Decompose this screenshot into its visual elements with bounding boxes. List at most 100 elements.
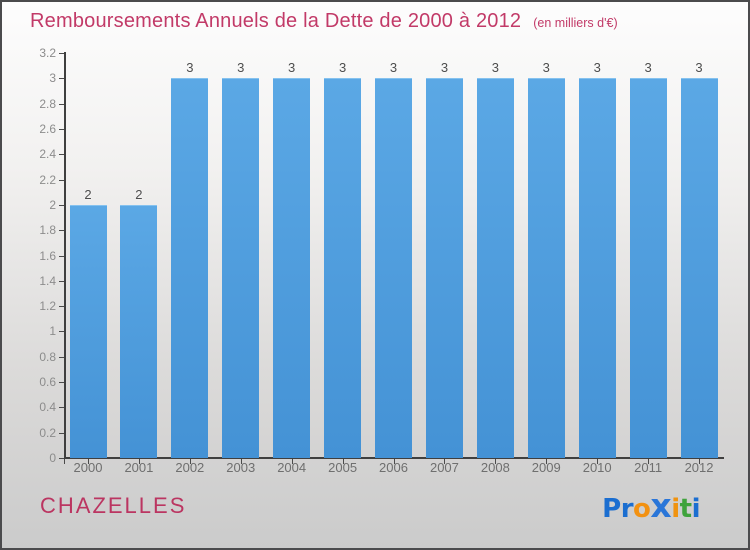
bar [680, 78, 718, 458]
x-tick [597, 459, 599, 464]
y-tick [59, 407, 64, 409]
bar-value-label: 3 [338, 60, 347, 76]
y-tick [59, 154, 64, 156]
chart-header: Remboursements Annuels de la Dette de 20… [30, 10, 738, 33]
bar [578, 78, 616, 458]
y-tick-label: 0.4 [39, 400, 56, 415]
bar [273, 78, 311, 458]
y-tick-label: 1.4 [39, 273, 56, 288]
bar [324, 78, 362, 458]
bar-value-label: 3 [695, 60, 703, 76]
y-tick-label: 0.2 [39, 425, 56, 440]
y-tick-label: 0.6 [39, 375, 56, 390]
y-tick [59, 204, 64, 206]
y-tick-label: 1.2 [39, 299, 56, 314]
y-tick-label: 2.4 [39, 147, 56, 162]
bar-value-label: 2 [84, 186, 92, 202]
bar [425, 78, 463, 458]
chart-subtitle: (en milliers d'€) [533, 16, 618, 30]
y-tick-label: 1 [49, 324, 56, 339]
bar [171, 78, 209, 458]
bar [222, 78, 260, 458]
bar [476, 78, 514, 458]
logo-letter: r [620, 494, 634, 524]
y-tick [59, 306, 64, 308]
x-tick-label: 2004 [277, 460, 307, 475]
bar [527, 78, 565, 458]
bar-value-label: 3 [237, 60, 245, 76]
x-tick-label: 2000 [73, 460, 103, 475]
x-tick [138, 459, 140, 464]
x-tick [240, 459, 242, 464]
x-tick-label: 2003 [226, 460, 256, 475]
y-tick [59, 53, 64, 54]
logo-letter: P [602, 494, 621, 524]
bar-value-label: 3 [542, 60, 550, 76]
x-tick [648, 459, 650, 464]
y-tick [59, 331, 64, 333]
x-tick-label: 2012 [684, 460, 714, 475]
bar [69, 204, 107, 458]
x-tick [546, 459, 548, 464]
x-tick [393, 459, 395, 464]
y-tick-label: 2.6 [39, 121, 56, 136]
y-tick-label: 1.8 [39, 223, 56, 238]
y-tick-label: 2.8 [39, 96, 56, 111]
x-tick [699, 459, 701, 464]
x-tick [495, 459, 497, 464]
x-axis-origin-tick [64, 459, 65, 464]
bar [375, 78, 413, 458]
y-tick [59, 356, 64, 358]
y-tick [59, 78, 64, 80]
y-tick [59, 230, 64, 232]
x-axis-line [64, 457, 724, 459]
logo-letter: x [650, 486, 672, 525]
y-tick-label: 0.8 [39, 349, 56, 364]
bar-value-label: 3 [491, 60, 499, 76]
x-tick-label: 2007 [429, 460, 459, 475]
y-tick [59, 128, 64, 130]
x-tick [291, 459, 293, 464]
bar-value-label: 3 [288, 60, 296, 76]
bar-value-label: 3 [440, 60, 449, 76]
bar-value-label: 3 [389, 60, 398, 76]
logo-letter: i [671, 494, 680, 524]
bar [120, 204, 158, 458]
x-tick [189, 459, 191, 464]
y-tick-label: 3.2 [39, 46, 56, 60]
bar-value-label: 3 [593, 60, 601, 76]
y-tick-label: 3 [49, 71, 56, 86]
x-tick-label: 2001 [124, 460, 154, 475]
y-tick [59, 382, 64, 384]
y-tick [59, 280, 64, 282]
y-tick [59, 432, 64, 434]
x-tick-label: 2005 [328, 460, 358, 475]
x-tick-label: 2011 [634, 460, 663, 475]
x-tick-label: 2008 [480, 460, 510, 475]
x-tick [444, 459, 446, 464]
x-tick-label: 2002 [175, 460, 205, 475]
y-tick-label: 2 [49, 197, 56, 212]
y-tick [59, 458, 64, 459]
logo-letter: i [691, 494, 701, 524]
logo-letter: t [679, 494, 692, 524]
entity-name: CHAZELLES [40, 493, 187, 518]
x-tick-label: 2006 [379, 460, 408, 475]
y-tick-label: 0 [49, 451, 56, 465]
x-tick [88, 459, 89, 464]
x-tick-label: 2009 [531, 460, 561, 475]
y-tick [59, 255, 64, 257]
bar-value-label: 2 [135, 186, 143, 202]
y-tick-label: 1.6 [39, 248, 56, 263]
x-tick [342, 459, 344, 464]
bar-value-label: 3 [644, 60, 652, 76]
chart-title: Remboursements Annuels de la Dette de 20… [30, 10, 522, 32]
y-tick-label: 2.2 [39, 172, 56, 187]
bar-value-label: 3 [186, 60, 194, 76]
bar [629, 78, 667, 458]
y-axis-line [64, 52, 66, 459]
y-tick [59, 103, 64, 105]
